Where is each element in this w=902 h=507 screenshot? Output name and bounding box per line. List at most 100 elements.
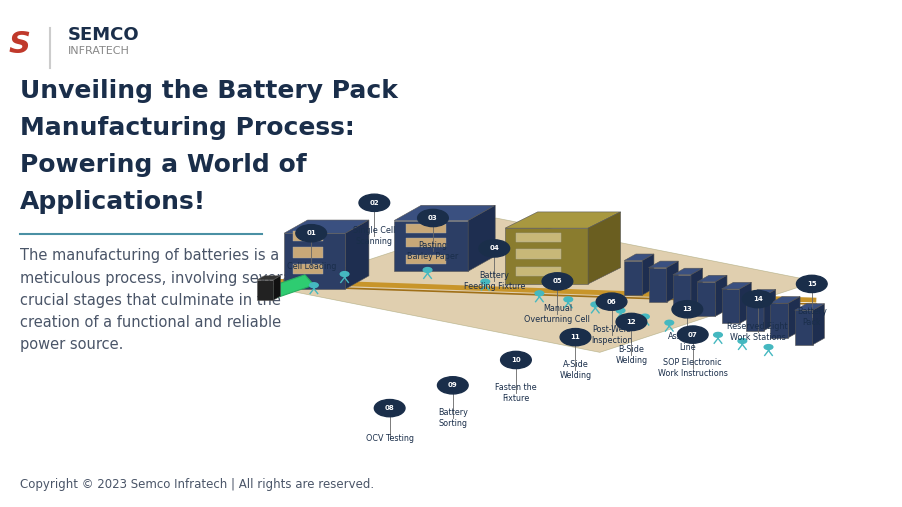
- Polygon shape: [263, 275, 314, 299]
- Text: A-Side
Welding: A-Side Welding: [559, 360, 592, 380]
- Text: Powering a World of: Powering a World of: [20, 153, 307, 177]
- Polygon shape: [764, 289, 776, 331]
- Polygon shape: [642, 254, 654, 295]
- Circle shape: [296, 225, 327, 242]
- Circle shape: [764, 345, 773, 349]
- Polygon shape: [649, 261, 678, 268]
- Circle shape: [418, 209, 448, 227]
- Text: Manual
Overturning Cell: Manual Overturning Cell: [524, 304, 591, 324]
- Circle shape: [481, 279, 490, 284]
- Text: INFRATECH: INFRATECH: [68, 46, 130, 56]
- Polygon shape: [516, 233, 561, 242]
- Circle shape: [309, 283, 318, 287]
- Circle shape: [796, 275, 827, 293]
- Text: Unveiling the Battery Pack: Unveiling the Battery Pack: [20, 79, 398, 103]
- Circle shape: [672, 301, 703, 318]
- Polygon shape: [624, 261, 642, 295]
- Circle shape: [596, 293, 627, 310]
- Circle shape: [479, 240, 510, 257]
- Circle shape: [535, 291, 544, 296]
- Polygon shape: [588, 212, 621, 284]
- Circle shape: [423, 268, 432, 272]
- Text: Battery
Feeding Fixture: Battery Feeding Fixture: [464, 271, 525, 292]
- Text: Fasten the
Fixture: Fasten the Fixture: [495, 383, 537, 403]
- Text: 02: 02: [370, 200, 379, 206]
- Polygon shape: [697, 275, 727, 282]
- Polygon shape: [293, 231, 323, 241]
- Polygon shape: [516, 249, 561, 259]
- Text: 15: 15: [807, 281, 816, 287]
- Text: 09: 09: [448, 382, 457, 388]
- Polygon shape: [284, 220, 369, 233]
- Text: 14: 14: [753, 296, 762, 302]
- Text: 08: 08: [385, 405, 394, 411]
- Circle shape: [616, 313, 647, 331]
- Text: 13: 13: [683, 306, 692, 312]
- Polygon shape: [505, 228, 588, 284]
- Polygon shape: [813, 304, 824, 345]
- Polygon shape: [345, 220, 369, 289]
- Polygon shape: [649, 268, 667, 302]
- Polygon shape: [740, 282, 751, 323]
- Text: S: S: [9, 30, 31, 59]
- Polygon shape: [722, 289, 740, 323]
- Polygon shape: [697, 282, 715, 316]
- Text: Reserved Eight
Work Stations: Reserved Eight Work Stations: [727, 322, 788, 342]
- Circle shape: [560, 329, 591, 346]
- Text: 07: 07: [688, 332, 697, 338]
- Polygon shape: [746, 289, 776, 296]
- Polygon shape: [722, 282, 751, 289]
- Polygon shape: [770, 303, 788, 338]
- Text: SOP Electronic
Work Instructions: SOP Electronic Work Instructions: [658, 357, 728, 378]
- Polygon shape: [257, 276, 281, 280]
- Text: 04: 04: [490, 245, 499, 251]
- Text: Battery
Pack: Battery Pack: [796, 307, 827, 327]
- Circle shape: [359, 194, 390, 211]
- Circle shape: [501, 351, 531, 369]
- Text: 03: 03: [428, 215, 437, 221]
- Polygon shape: [673, 275, 691, 309]
- Text: Assembly
Line: Assembly Line: [667, 332, 707, 352]
- Polygon shape: [280, 218, 816, 352]
- Polygon shape: [406, 255, 446, 264]
- Text: The manufacturing of batteries is a
meticulous process, involving several
crucia: The manufacturing of batteries is a meti…: [20, 248, 296, 352]
- Polygon shape: [257, 280, 273, 300]
- Circle shape: [340, 272, 349, 276]
- Polygon shape: [468, 205, 495, 271]
- Text: 06: 06: [607, 299, 616, 305]
- Polygon shape: [273, 276, 281, 300]
- Circle shape: [677, 326, 708, 343]
- Polygon shape: [516, 267, 561, 276]
- Polygon shape: [284, 233, 345, 289]
- Text: Pasting
Barley Paper: Pasting Barley Paper: [408, 241, 458, 261]
- Polygon shape: [715, 275, 727, 316]
- Circle shape: [665, 320, 674, 325]
- Circle shape: [738, 339, 747, 343]
- Text: Applications!: Applications!: [20, 190, 206, 214]
- Text: Manufacturing Process:: Manufacturing Process:: [20, 116, 354, 140]
- Polygon shape: [624, 254, 654, 261]
- Circle shape: [374, 400, 405, 417]
- Polygon shape: [293, 247, 323, 258]
- Polygon shape: [394, 221, 468, 271]
- Text: 11: 11: [571, 334, 580, 340]
- Text: 01: 01: [307, 230, 316, 236]
- Circle shape: [591, 302, 600, 307]
- Text: 12: 12: [627, 319, 636, 325]
- Polygon shape: [293, 264, 323, 274]
- Polygon shape: [746, 296, 764, 331]
- Text: Battery
Sorting: Battery Sorting: [437, 408, 468, 428]
- Polygon shape: [394, 205, 495, 221]
- Circle shape: [564, 297, 573, 302]
- Text: Copyright © 2023 Semco Infratech | All rights are reserved.: Copyright © 2023 Semco Infratech | All r…: [20, 478, 374, 491]
- Polygon shape: [770, 297, 800, 303]
- Text: Post-Weld
Inspection: Post-Weld Inspection: [591, 324, 632, 345]
- Text: SEMCO: SEMCO: [68, 26, 139, 45]
- Text: B-Side
Welding: B-Side Welding: [615, 345, 648, 365]
- Polygon shape: [673, 268, 703, 275]
- Circle shape: [542, 273, 573, 290]
- Circle shape: [689, 327, 698, 331]
- Circle shape: [640, 314, 649, 319]
- Polygon shape: [505, 212, 621, 228]
- Text: Single Cell
Scanning: Single Cell Scanning: [354, 226, 395, 246]
